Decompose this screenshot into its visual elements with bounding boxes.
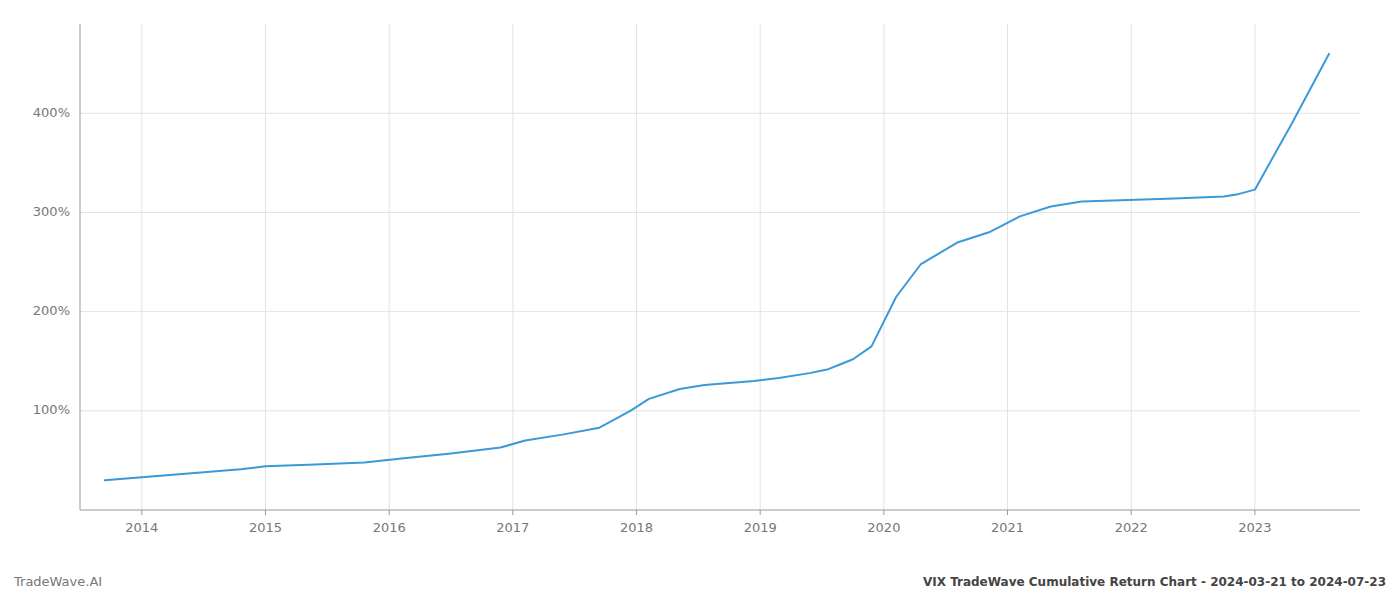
chart: 100% 200% 300% 400% 2014 2015 2016 2017 2018 2019… — [0, 0, 1400, 600]
x-tick — [389, 510, 390, 515]
x-tick — [760, 510, 761, 515]
y-axis-line — [80, 24, 81, 510]
x-tick — [265, 510, 266, 515]
x-tick-label: 2022 — [1115, 520, 1148, 535]
texts: TradeWave.AI VIX TradeWave Cumulative Ret… — [13, 574, 1386, 589]
x-tick — [1254, 510, 1255, 515]
x-grid-line — [141, 24, 142, 510]
y-tick-label: 100% — [33, 402, 70, 417]
y-tick-label: 200% — [33, 303, 70, 318]
x-tick — [636, 510, 637, 515]
x-grid-line — [760, 24, 761, 510]
x-tick-label: 2017 — [496, 520, 529, 535]
y-grid-line — [80, 212, 1360, 213]
y-tick-label: 300% — [33, 204, 70, 219]
x-grid-line — [883, 24, 884, 510]
y-grid-line — [80, 311, 1360, 312]
x-tick — [1131, 510, 1132, 515]
x-grid-line — [265, 24, 266, 510]
x-tick-label: 2014 — [125, 520, 158, 535]
x-grid-line — [636, 24, 637, 510]
x-grid-line — [389, 24, 390, 510]
x-grid-line — [1131, 24, 1132, 510]
background — [0, 0, 1400, 600]
x-tick-label: 2015 — [249, 520, 282, 535]
grid — [80, 24, 1360, 510]
x-tick-label: 2021 — [991, 520, 1024, 535]
x-tick — [1007, 510, 1008, 515]
x-tick — [883, 510, 884, 515]
watermark: TradeWave.AI — [13, 574, 102, 589]
title: VIX TradeWave Cumulative Return Chart - … — [923, 575, 1386, 589]
x-tick — [141, 510, 142, 515]
x-tick — [512, 510, 513, 515]
x-axis-line — [80, 510, 1360, 511]
x-tick-label: 2020 — [867, 520, 900, 535]
x-tick-label: 2018 — [620, 520, 653, 535]
y-tick-label: 400% — [33, 105, 70, 120]
x-grid-line — [1254, 24, 1255, 510]
data-line — [105, 54, 1329, 480]
y-grid-line — [80, 113, 1360, 114]
plot-area — [105, 54, 1329, 480]
x-tick-label: 2016 — [373, 520, 406, 535]
y-grid-line — [80, 410, 1360, 411]
x-grid-line — [1007, 24, 1008, 510]
x-tick-label: 2019 — [744, 520, 777, 535]
x-tick-label: 2023 — [1238, 520, 1271, 535]
axes: 100% 200% 300% 400% 2014 2015 2016 2017 2018 2019… — [33, 24, 1360, 535]
x-grid-line — [512, 24, 513, 510]
